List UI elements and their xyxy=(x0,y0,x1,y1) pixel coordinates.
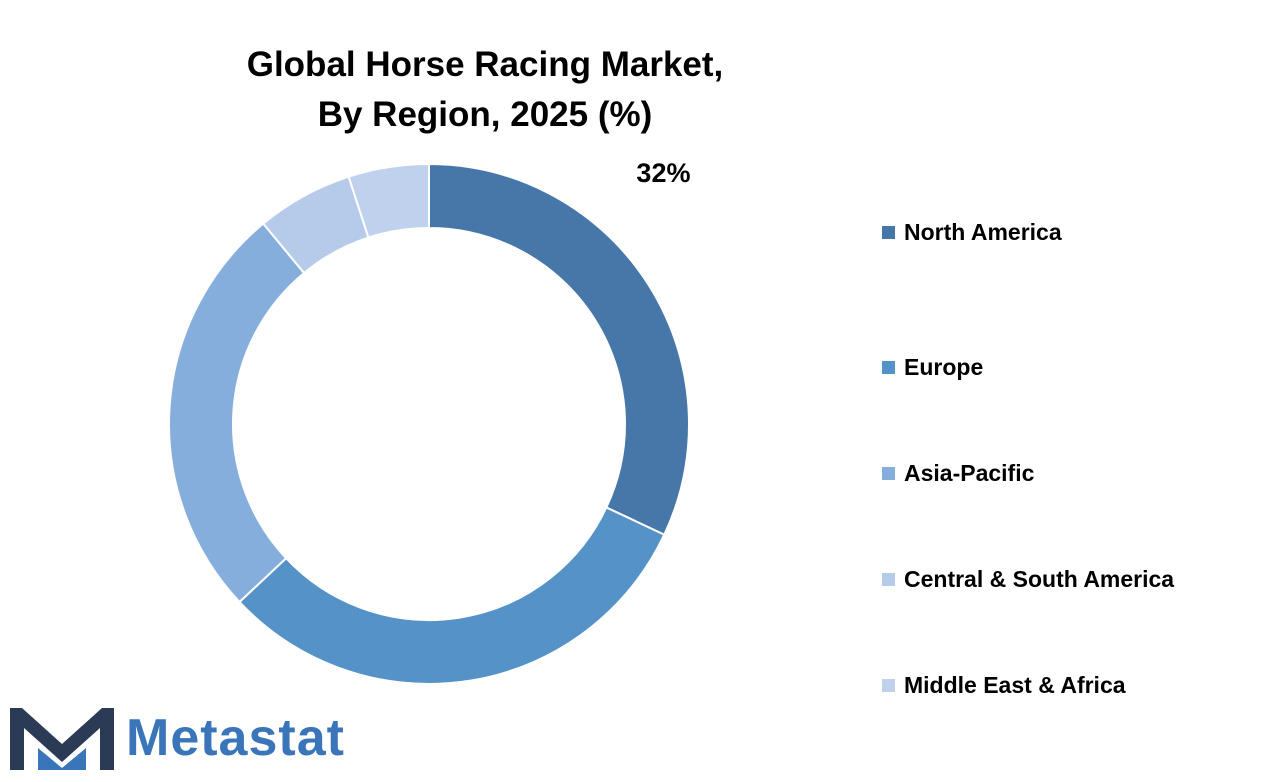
legend-swatch-central-south-america xyxy=(882,572,895,586)
legend-label-asia-pacific: Asia-Pacific xyxy=(904,459,1035,486)
legend-swatch-middle-east-africa xyxy=(882,678,895,692)
legend-swatch-europe xyxy=(882,360,895,374)
chart-title: Global Horse Racing Market, By Region, 2… xyxy=(160,40,810,140)
metastat-logo: Metastat xyxy=(8,702,345,774)
legend-item-asia-pacific[interactable]: Asia-Pacific xyxy=(882,420,1174,526)
donut-slice-asia-pacific[interactable] xyxy=(168,222,306,604)
donut-slice-north-america[interactable] xyxy=(428,162,690,537)
legend-label-central-south-america: Central & South America xyxy=(904,565,1175,592)
legend-item-europe[interactable]: Europe xyxy=(882,314,1174,420)
legend-label-middle-east-africa: Middle East & Africa xyxy=(904,671,1126,698)
legend-item-middle-east-africa[interactable]: Middle East & Africa xyxy=(882,632,1174,738)
donut-slice-europe[interactable] xyxy=(238,506,666,685)
legend-swatch-north-america xyxy=(882,225,895,239)
chart-title-line-1: Global Horse Racing Market, xyxy=(246,45,724,84)
data-label-north-america: 32% xyxy=(636,158,690,188)
legend-item-north-america[interactable]: North America xyxy=(882,208,1174,256)
chart-legend: North America Europe Asia-Pacific Centra… xyxy=(882,208,1174,738)
legend-label-north-america: North America xyxy=(904,218,1062,245)
logo-text: Metastat xyxy=(126,709,345,767)
legend-swatch-asia-pacific xyxy=(882,466,895,480)
metastat-m-logo-icon xyxy=(10,708,114,770)
legend-item-central-south-america[interactable]: Central & South America xyxy=(882,526,1174,632)
donut-slice-middle-east-africa[interactable] xyxy=(347,162,430,239)
chart-title-line-2: By Region, 2025 (%) xyxy=(317,95,653,134)
legend-label-europe: Europe xyxy=(904,353,984,380)
